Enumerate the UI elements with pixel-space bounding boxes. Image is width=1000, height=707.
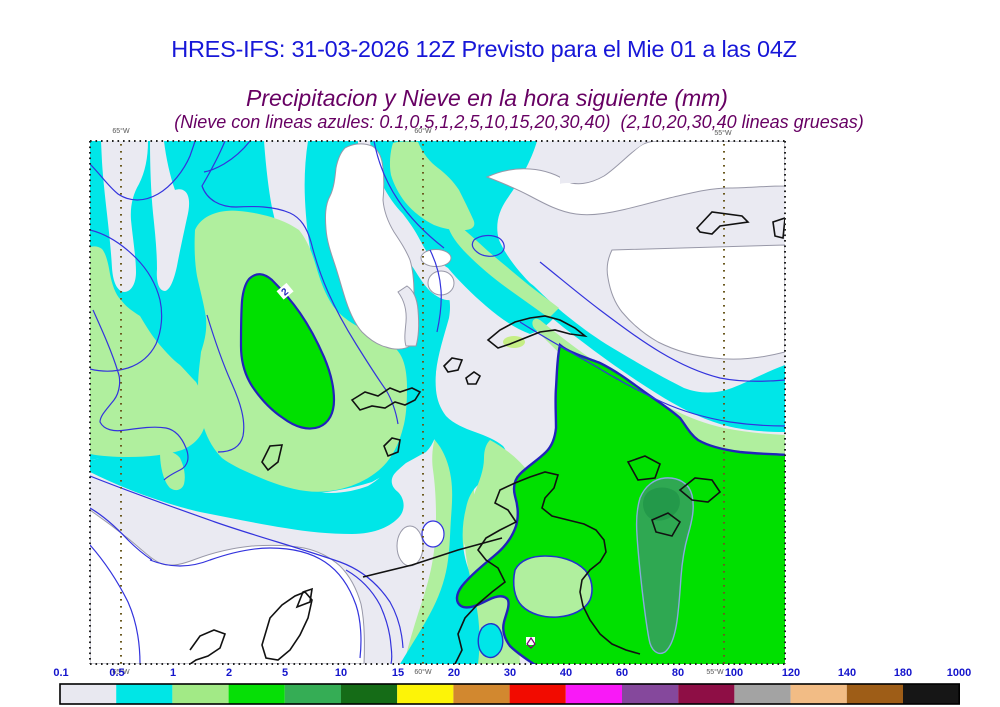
svg-text:2: 2: [280, 286, 292, 298]
svg-text:0.5: 0.5: [109, 667, 124, 679]
svg-text:20: 20: [448, 667, 460, 679]
svg-text:120: 120: [782, 667, 800, 679]
svg-text:Precipitacion y Nieve en la ho: Precipitacion y Nieve en la hora siguien…: [246, 85, 728, 111]
svg-text:55°W: 55°W: [714, 129, 732, 137]
svg-text:HRES-IFS: 31-03-2026 12Z Previ: HRES-IFS: 31-03-2026 12Z Previsto para e…: [171, 36, 797, 62]
svg-text:15: 15: [392, 667, 404, 679]
svg-text:1000: 1000: [947, 667, 971, 679]
svg-text:65°W: 65°W: [112, 127, 130, 135]
svg-text:65°W: 65°W: [112, 668, 130, 676]
svg-text:40: 40: [560, 667, 572, 679]
svg-text:100: 100: [725, 667, 743, 679]
svg-text:55°W: 55°W: [706, 668, 724, 676]
svg-text:30: 30: [504, 667, 516, 679]
svg-text:1: 1: [170, 667, 176, 679]
svg-text:60°W: 60°W: [414, 668, 432, 676]
svg-text:80: 80: [672, 667, 684, 679]
svg-text:5: 5: [282, 667, 288, 679]
svg-text:0.1: 0.1: [53, 667, 68, 679]
svg-text:10: 10: [335, 667, 347, 679]
svg-text:2: 2: [226, 667, 232, 679]
svg-text:140: 140: [838, 667, 856, 679]
svg-text:(Nieve con lineas azules: 0.1,: (Nieve con lineas azules: 0.1,0.5,1,2,5,…: [174, 112, 863, 132]
svg-text:60°W: 60°W: [414, 127, 432, 135]
svg-text:60: 60: [616, 667, 628, 679]
svg-text:180: 180: [894, 667, 912, 679]
